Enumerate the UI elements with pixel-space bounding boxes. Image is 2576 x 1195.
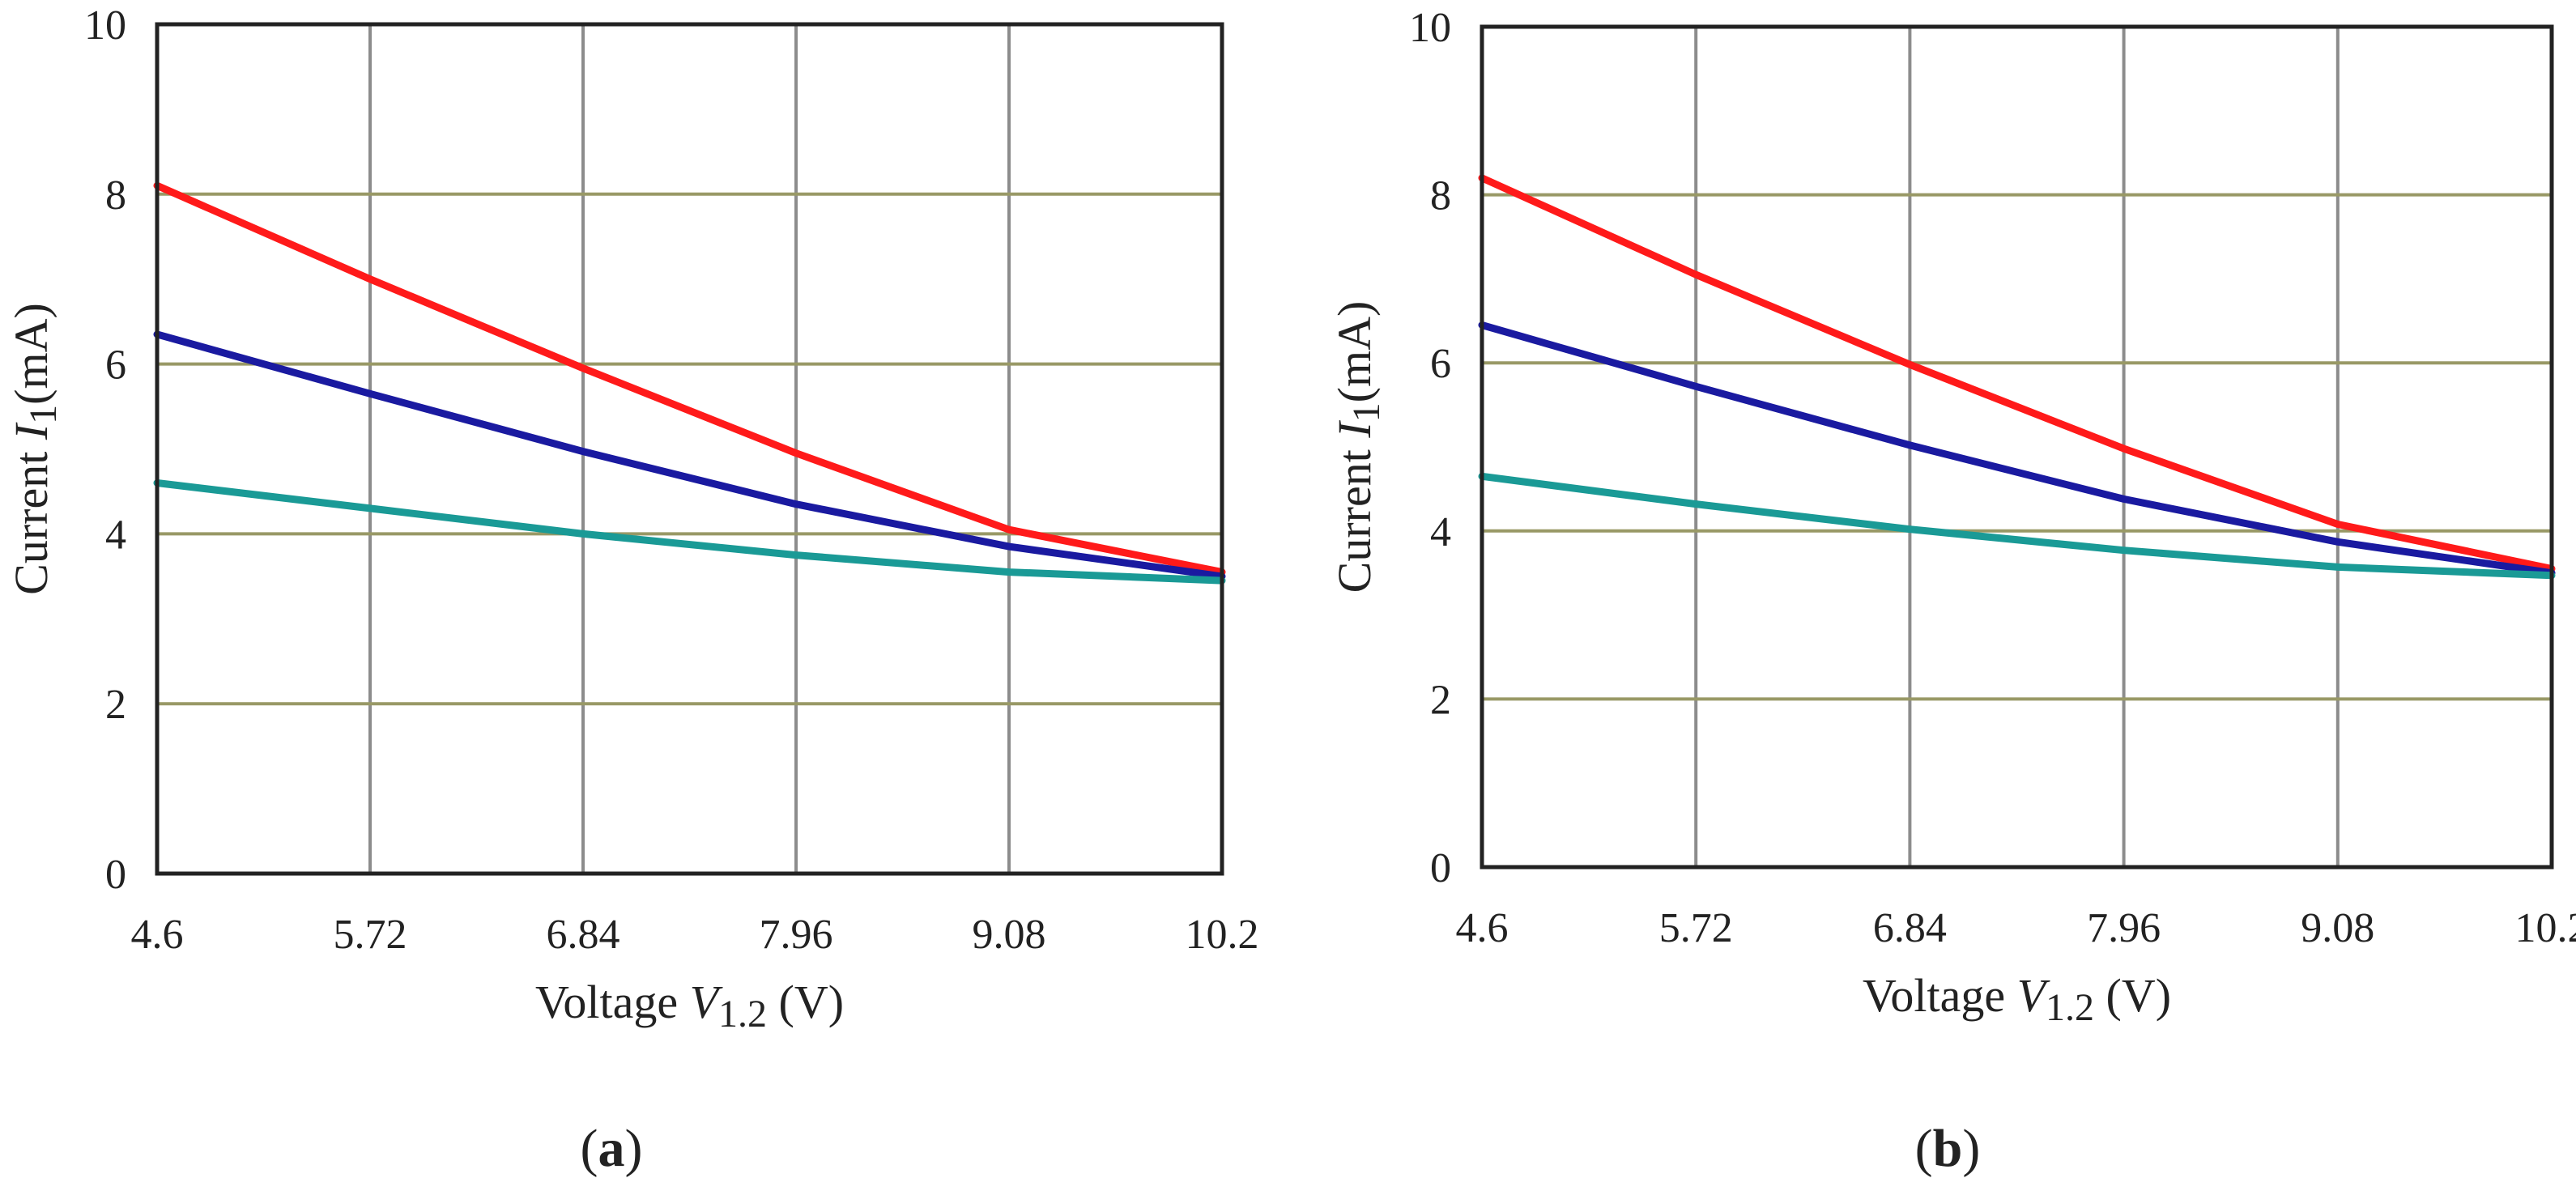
series-line-blue [1478,321,2556,577]
y-axis-label: Current I1(mA) [5,303,65,595]
caption-open-paren: ( [1915,1119,1933,1178]
y-tick-label: 2 [105,682,126,728]
caption-open-paren: ( [581,1119,598,1178]
y-tick-label: 8 [105,172,126,219]
series-line-teal [153,479,1226,585]
x-tick-label: 5.72 [334,912,407,958]
y-axis-label-var: I [5,422,57,440]
x-axis-label-prefix: Voltage [1863,969,2017,1022]
caption-close-paren: ) [1962,1119,1980,1178]
x-tick-label: 9.08 [2301,905,2374,951]
y-tick-label: 4 [105,512,126,558]
x-axis-label: Voltage V1.2 (V) [535,976,844,1036]
series-line-red [153,181,1226,576]
x-axis-label-var: V [2017,969,2051,1022]
x-tick-label: 7.96 [2087,905,2161,951]
x-axis-label-var: V [690,976,724,1028]
y-axis-label-suffix: (mA) [1328,301,1381,403]
y-tick-label: 0 [1430,845,1451,891]
y-tick-label: 6 [105,342,126,389]
x-axis-label: Voltage V1.2 (V) [1863,969,2171,1029]
y-axis-label-var: I [1328,420,1381,439]
x-axis-label-sub: 1.2 [2046,986,2094,1029]
y-tick-label: 2 [1430,677,1451,723]
plot-frame [1480,24,2554,870]
x-tick-label: 4.6 [131,912,184,958]
y-axis-label-prefix: Current [1328,438,1381,593]
caption-letter: b [1933,1119,1963,1178]
y-axis-label-prefix: Current [5,440,57,595]
x-axis-label-sub: 1.2 [718,993,767,1036]
x-axis-label-suffix: (V) [2094,969,2171,1022]
x-tick-label: 7.96 [760,912,833,958]
x-axis-label-prefix: Voltage [535,976,690,1028]
x-tick-label: 10.2 [2515,905,2576,951]
x-tick-label: 6.84 [1873,905,1947,951]
y-tick-label: 0 [105,852,126,898]
x-axis-label-suffix: (V) [767,976,844,1028]
caption-close-paren: ) [625,1119,643,1178]
y-tick-label: 10 [84,2,126,49]
y-axis-label: Current I1(mA) [1328,301,1388,593]
y-tick-label: 10 [1409,5,1451,51]
panel-caption: (b) [1915,1119,1981,1178]
series-line-teal [1478,472,2556,580]
x-tick-label: 6.84 [547,912,620,958]
y-axis-label-sub: 1 [22,405,65,424]
plot-frame [155,22,1224,876]
x-tick-label: 9.08 [973,912,1046,958]
y-axis-label-sub: 1 [1345,402,1388,422]
x-tick-label: 4.6 [1456,905,1509,951]
panel-caption: (a) [581,1119,643,1178]
caption-letter: a [598,1119,625,1178]
y-tick-label: 6 [1430,341,1451,387]
series-line-blue [153,330,1226,580]
y-tick-label: 8 [1430,173,1451,219]
y-tick-label: 4 [1430,509,1451,555]
series-line-red [1478,174,2556,572]
y-axis-label-suffix: (mA) [5,303,57,405]
x-tick-label: 10.2 [1186,912,1259,958]
x-tick-label: 5.72 [1659,905,1733,951]
